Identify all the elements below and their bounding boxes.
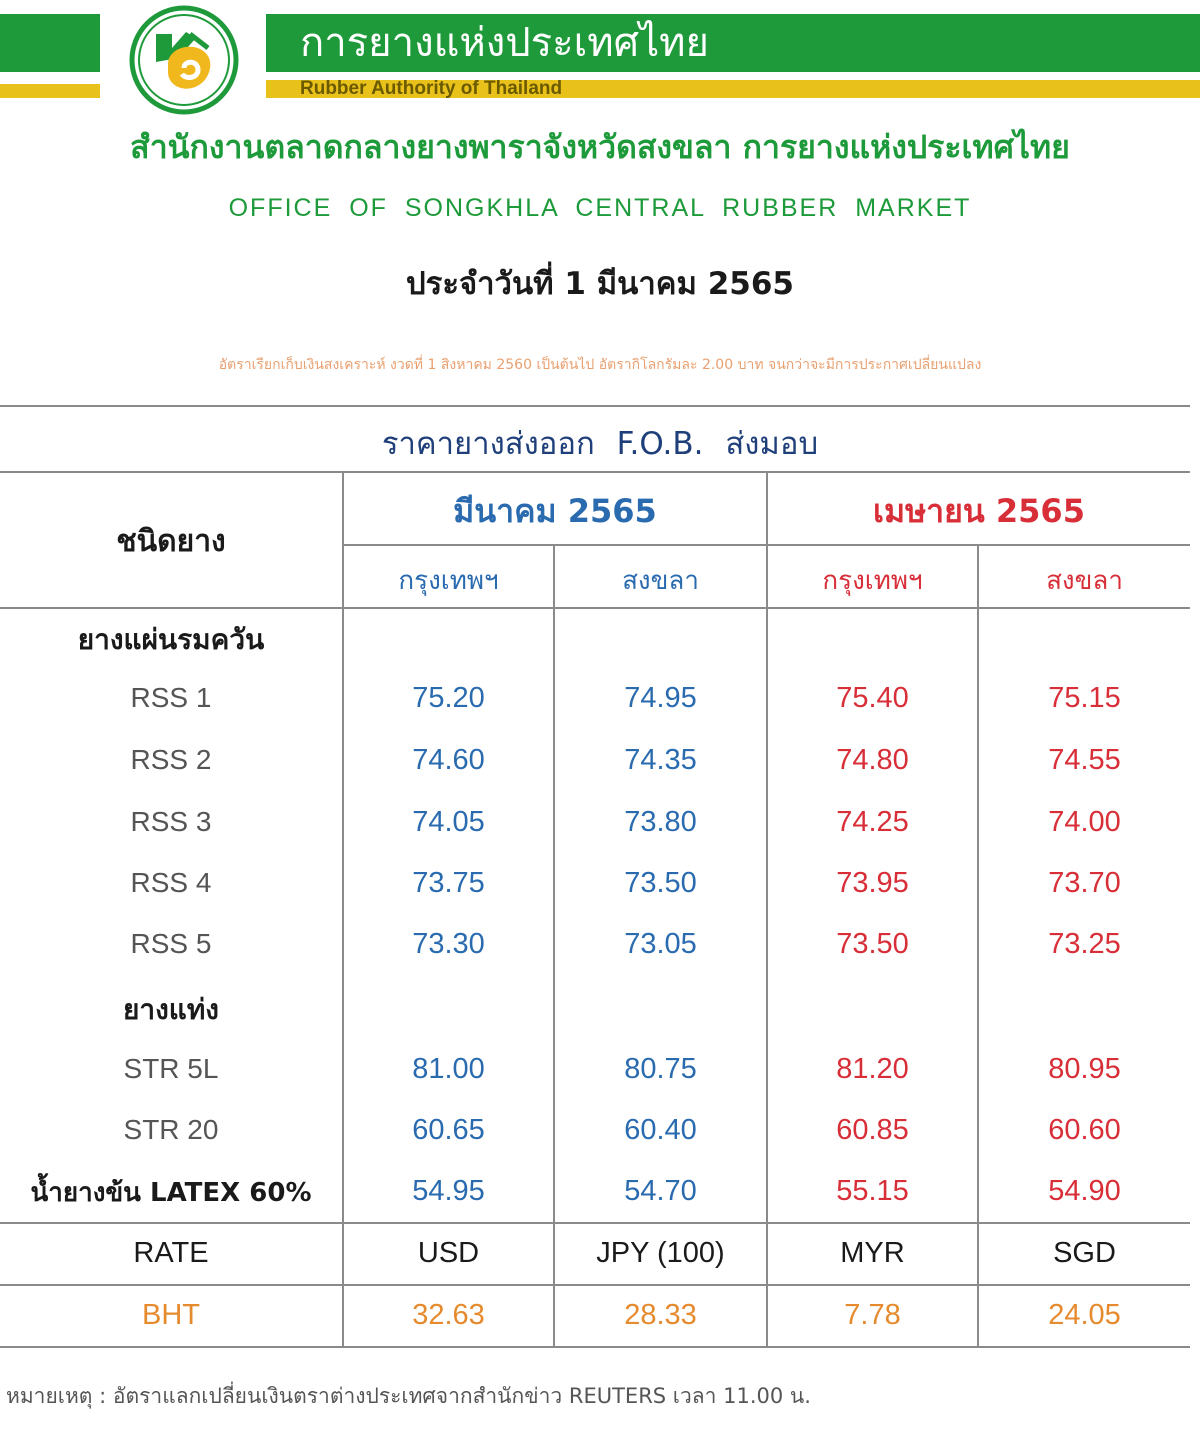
- group-str: ยางแท่ง: [123, 993, 219, 1026]
- price-cell: 73.25: [1048, 928, 1121, 960]
- price-cell: 73.95: [836, 867, 909, 899]
- rubber-authority-logo-icon: [129, 5, 239, 115]
- price-cell: 60.40: [624, 1114, 697, 1146]
- price-cell: 74.00: [1048, 806, 1121, 838]
- row-label: RSS 5: [130, 928, 212, 959]
- footer-note: หมายเหตุ : อัตราแลกเปลี่ยนเงินตราต่างประ…: [6, 1384, 811, 1408]
- currency-cell: SGD: [1053, 1237, 1116, 1269]
- price-cell: 74.80: [836, 744, 909, 776]
- office-title-th: สำนักงานตลาดกลางยางพาราจังหวัดสงขลา การย…: [130, 128, 1070, 166]
- price-cell: 74.25: [836, 806, 909, 838]
- col-divider-4: [977, 544, 979, 1348]
- table-title: ราคายางส่งออก F.O.B. ส่งมอบ: [381, 426, 819, 462]
- row-label: RSS 3: [130, 806, 212, 837]
- price-cell: 74.05: [412, 806, 485, 838]
- header-bar-yellow-right: [266, 80, 1200, 98]
- exchange-rate-cell: 7.78: [844, 1299, 901, 1331]
- price-cell: 73.80: [624, 806, 697, 838]
- report-date: ประจำวันที่ 1 มีนาคม 2565: [405, 266, 794, 302]
- price-cell: 60.65: [412, 1114, 485, 1146]
- price-cell: 73.75: [412, 867, 485, 899]
- price-cell: 55.15: [836, 1175, 909, 1207]
- table-top-border: [0, 405, 1190, 407]
- cess-note: อัตราเรียกเก็บเงินสงเคราะห์ งวดที่ 1 สิง…: [218, 357, 982, 373]
- price-cell: 73.50: [624, 867, 697, 899]
- header-bottom-divider: [0, 607, 1190, 609]
- price-cell: 73.05: [624, 928, 697, 960]
- bht-label: BHT: [142, 1299, 200, 1331]
- row-label-latex: น้ำยางข้น LATEX 60%: [30, 1178, 312, 1208]
- row-label: STR 20: [123, 1114, 219, 1145]
- price-cell: 73.70: [1048, 867, 1121, 899]
- table-title-divider: [0, 471, 1190, 473]
- price-cell: 80.75: [624, 1053, 697, 1085]
- month-header-march: มีนาคม 2565: [453, 492, 657, 530]
- exchange-rate-cell: 28.33: [624, 1299, 697, 1331]
- price-cell: 81.00: [412, 1053, 485, 1085]
- price-cell: 75.20: [412, 682, 485, 714]
- group-rss: ยางแผ่นรมควัน: [77, 623, 265, 656]
- price-cell: 54.95: [412, 1175, 485, 1207]
- price-cell: 60.60: [1048, 1114, 1121, 1146]
- header-bar-green-left: [0, 14, 100, 72]
- table-bottom-border: [0, 1346, 1190, 1348]
- office-title-en: OFFICE OF SONGKHLA CENTRAL RUBBER MARKET: [228, 194, 972, 222]
- row-label: STR 5L: [123, 1053, 219, 1084]
- currency-cell: JPY (100): [596, 1237, 725, 1269]
- rate-top-divider: [0, 1222, 1190, 1224]
- currency-cell: MYR: [840, 1237, 905, 1269]
- exchange-rate-cell: 24.05: [1048, 1299, 1121, 1331]
- price-cell: 80.95: [1048, 1053, 1121, 1085]
- rubber-type-header: ชนิดยาง: [116, 524, 226, 559]
- org-name-en: Rubber Authority of Thailand: [300, 78, 563, 99]
- row-label: RSS 1: [130, 682, 212, 713]
- price-cell: 60.85: [836, 1114, 909, 1146]
- col-divider-3: [766, 471, 768, 1348]
- exchange-rate-cell: 32.63: [412, 1299, 485, 1331]
- port-header-bangkok-march: กรุงเทพฯ: [398, 566, 499, 596]
- port-header-songkhla-april: สงขลา: [1046, 566, 1123, 596]
- price-cell: 54.90: [1048, 1175, 1121, 1207]
- price-cell: 74.95: [624, 682, 697, 714]
- price-cell: 73.30: [412, 928, 485, 960]
- price-cell: 75.40: [836, 682, 909, 714]
- rate-label: RATE: [133, 1237, 209, 1269]
- price-cell: 54.70: [624, 1175, 697, 1207]
- header-bar-green-right: [266, 14, 1200, 72]
- price-cell: 74.35: [624, 744, 697, 776]
- currency-cell: USD: [417, 1237, 480, 1269]
- col-divider-2: [553, 544, 555, 1348]
- col-divider-1: [342, 471, 344, 1348]
- price-cell: 81.20: [836, 1053, 909, 1085]
- row-label: RSS 4: [130, 867, 212, 898]
- price-cell: 74.55: [1048, 744, 1121, 776]
- row-label: RSS 2: [130, 744, 212, 775]
- price-cell: 74.60: [412, 744, 485, 776]
- port-header-bangkok-april: กรุงเทพฯ: [822, 566, 923, 596]
- port-header-songkhla-march: สงขลา: [622, 566, 699, 596]
- price-cell: 73.50: [836, 928, 909, 960]
- bht-top-divider: [0, 1284, 1190, 1286]
- org-name-th: การยางแห่งประเทศไทย: [300, 20, 709, 66]
- price-cell: 75.15: [1048, 682, 1121, 714]
- month-header-april: เมษายน 2565: [873, 492, 1085, 530]
- header-bar-yellow-left: [0, 84, 100, 98]
